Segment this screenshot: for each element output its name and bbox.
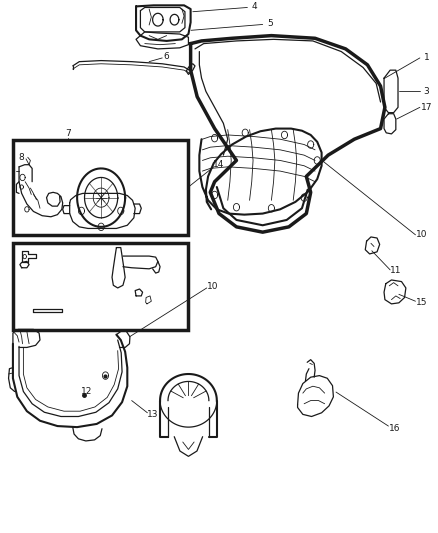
Text: 14: 14 — [213, 160, 225, 168]
Text: 11: 11 — [390, 266, 402, 276]
Text: 1: 1 — [424, 53, 429, 62]
Text: 6: 6 — [164, 52, 170, 61]
Text: 5: 5 — [268, 19, 273, 28]
Bar — [13, 243, 187, 330]
Text: 15: 15 — [416, 298, 428, 308]
Text: 10: 10 — [207, 282, 218, 292]
Text: 3: 3 — [424, 87, 429, 96]
Bar — [13, 140, 187, 235]
Text: 17: 17 — [420, 103, 432, 112]
Text: 4: 4 — [251, 2, 257, 11]
Text: 13: 13 — [147, 410, 159, 419]
Text: 8: 8 — [19, 153, 25, 162]
Text: 16: 16 — [389, 424, 400, 433]
Text: 7: 7 — [66, 130, 71, 139]
Text: 12: 12 — [81, 387, 92, 396]
Text: 10: 10 — [416, 230, 428, 239]
